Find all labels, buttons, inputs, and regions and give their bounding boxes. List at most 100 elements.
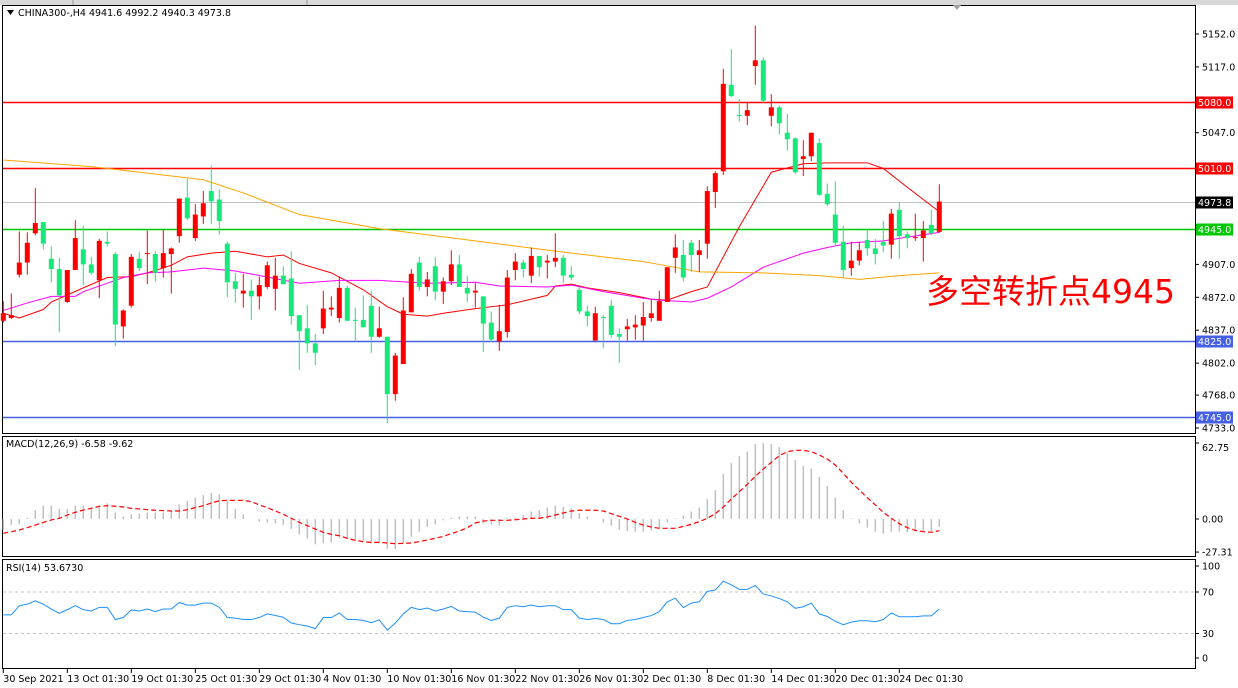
- candle-down: [368, 305, 374, 337]
- price-tick-label: 4907.0: [1202, 260, 1235, 271]
- candle-down: [728, 84, 734, 97]
- candle-up: [632, 324, 638, 328]
- price-panel[interactable]: 5152.0 5117.0 5047.0 4907.0 4872.0 4837.0 4802…: [0, 5, 1235, 435]
- time-tick-label: 24 Dec 01:30: [899, 674, 963, 685]
- candle-down: [840, 241, 846, 271]
- candle-up: [376, 328, 382, 337]
- level-label-bg: [1196, 162, 1233, 175]
- candle-down: [296, 315, 302, 332]
- candle-down: [104, 241, 110, 244]
- candle-up: [768, 107, 774, 116]
- price-tick-label: 5117.0: [1202, 62, 1235, 73]
- candle-up: [64, 270, 70, 302]
- macd-histogram: [2, 442, 941, 550]
- candle-up: [744, 110, 750, 116]
- candle-up: [320, 308, 326, 329]
- time-tick-label: 8 Dec 01:30: [707, 674, 765, 685]
- macd-tick-label: 0.00: [1202, 515, 1223, 526]
- candle-up: [752, 60, 758, 66]
- time-tick-label: 10 Nov 01:30: [387, 674, 451, 685]
- chart-shift-triangle-icon[interactable]: [953, 5, 961, 10]
- candle-up: [888, 213, 894, 245]
- candle-down: [136, 258, 142, 269]
- candle-down: [824, 193, 830, 205]
- candle-up: [936, 201, 942, 232]
- candle-up: [144, 253, 150, 255]
- candle-down: [784, 132, 790, 140]
- rsi-tick-label: 70: [1202, 588, 1214, 599]
- candle-up: [808, 132, 814, 157]
- candle-up: [656, 301, 662, 321]
- candle-up: [472, 290, 478, 293]
- candle-down: [616, 333, 622, 337]
- level-label-bg: [1196, 96, 1233, 109]
- level-label: 4945.0: [1198, 225, 1231, 236]
- candle-up: [912, 237, 918, 239]
- horizontal-levels: [3, 101, 1195, 419]
- candle-down: [560, 257, 566, 276]
- candle-up: [544, 260, 550, 263]
- rsi-line: [3, 580, 940, 632]
- candle-up: [448, 264, 454, 282]
- candle-up: [856, 250, 862, 261]
- candle-up: [848, 260, 854, 269]
- time-axis-bg: [0, 669, 1238, 688]
- candle-down: [488, 322, 494, 340]
- candle-up: [336, 287, 342, 318]
- candle-up: [256, 285, 262, 297]
- candle-down: [520, 262, 526, 270]
- candle-down: [896, 209, 902, 237]
- time-tick-label: 22 Nov 01:30: [515, 674, 579, 685]
- price-panel-frame: [2, 5, 1196, 434]
- annotation-text: 多空转折点4945: [926, 272, 1175, 311]
- time-tick-label: 4 Nov 01:30: [323, 674, 381, 685]
- candle-down: [208, 191, 214, 202]
- candle-up: [512, 261, 518, 271]
- level-label: 4745.0: [1198, 413, 1231, 424]
- candle-down: [760, 60, 766, 101]
- candle-up: [32, 223, 38, 234]
- collapse-triangle-icon[interactable]: [7, 10, 14, 15]
- candle-down: [792, 138, 798, 173]
- candle-up: [800, 156, 806, 160]
- macd-signal-line: [3, 449, 940, 545]
- macd-panel-frame: [2, 436, 1196, 557]
- candle-down: [88, 264, 94, 273]
- candle-up: [720, 83, 726, 172]
- candle-up: [272, 275, 278, 289]
- candle-down: [216, 199, 222, 222]
- level-label: 4973.8: [1198, 198, 1231, 209]
- candle-up: [168, 248, 174, 255]
- rsi-panel-frame: [2, 559, 1196, 669]
- candle-down: [736, 114, 742, 116]
- rsi-levels: [3, 591, 1195, 634]
- macd-tick-label: 62.75: [1202, 443, 1229, 454]
- price-axis: 5152.0 5117.0 5047.0 4907.0 4872.0 4837.0 4802…: [1195, 30, 1235, 435]
- time-tick-label: 2 Dec 01:30: [643, 674, 701, 685]
- candle-up: [400, 310, 406, 365]
- price-tick-label: 5152.0: [1202, 30, 1235, 41]
- candle-down: [112, 254, 118, 325]
- candle-up: [200, 203, 206, 217]
- candle-down: [360, 319, 366, 328]
- candle-down: [456, 264, 462, 287]
- time-tick-label: 26 Nov 01:30: [579, 674, 643, 685]
- rsi-panel[interactable]: 100 70 30 0 RSI(14) 53.6730: [2, 559, 1221, 669]
- candle-down: [416, 262, 422, 287]
- candle-down: [184, 197, 190, 219]
- candle-up: [640, 317, 646, 326]
- time-axis: 30 Sep 2021 13 Oct 01:30 19 Oct 01:30 25 Oc…: [2, 668, 963, 685]
- candle-down: [48, 258, 54, 270]
- price-tick-label: 4802.0: [1202, 359, 1235, 370]
- candle-up: [704, 191, 710, 244]
- candle-up: [592, 313, 598, 341]
- candle-up: [696, 250, 702, 255]
- price-tick-label: 4872.0: [1202, 293, 1235, 304]
- macd-signal: [3, 449, 940, 545]
- macd-panel[interactable]: 62.75 0.00 -27.31 MACD(12,26,9) -6.58 -9.6…: [2, 436, 1233, 559]
- candle-down: [536, 255, 542, 268]
- candle-down: [232, 281, 238, 289]
- time-tick-label: 30 Sep 2021: [3, 674, 63, 685]
- candle-up: [552, 257, 558, 262]
